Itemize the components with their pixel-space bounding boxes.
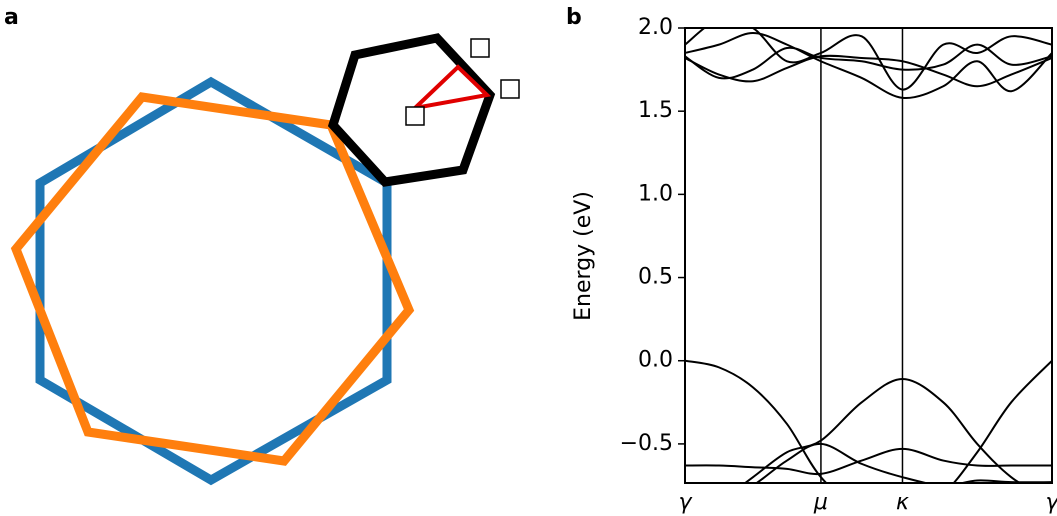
y-axis-label: Energy (eV) [571, 191, 596, 321]
y-tick-label: −0.5 [620, 431, 673, 456]
band-line [685, 449, 1052, 474]
panel-label: a [4, 5, 19, 30]
hexagon [16, 97, 409, 461]
marker [406, 107, 424, 125]
y-tick-label: 1.5 [638, 98, 673, 123]
panel-label: b [566, 5, 582, 30]
x-tick-label: γ [1045, 490, 1057, 515]
band-line [685, 379, 1052, 516]
bands [685, 19, 1052, 516]
axes-frame [685, 28, 1052, 483]
x-tick-label: μ [813, 490, 828, 515]
x-tick-label: γ [678, 490, 692, 515]
band-line [685, 361, 1052, 516]
y-tick-label: 2.0 [638, 15, 673, 40]
x-tick-label: κ [896, 490, 909, 515]
y-tick-label: 0.0 [638, 348, 673, 373]
band-line [685, 444, 1052, 511]
band-line [685, 45, 1052, 79]
marker [471, 39, 489, 57]
y-tick-label: 1.0 [638, 181, 673, 206]
marker [501, 80, 519, 98]
path-triangle [415, 67, 487, 108]
band-line [685, 19, 1052, 90]
lattice-diagram [16, 38, 519, 480]
figure: a b Energy (eV) −0.5 0.0 0.5 1.0 1.5 2.0 γ μ κ γ [0, 0, 1057, 516]
y-tick-label: 0.5 [638, 265, 673, 290]
